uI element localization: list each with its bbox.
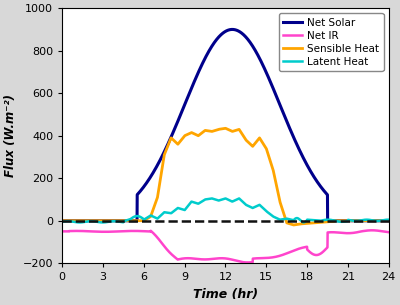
Net IR (377, 229, 382, 233)
Sensible Heat (386, 219, 391, 223)
Y-axis label: Flux (W.m⁻²): Flux (W.m⁻²) (4, 94, 17, 177)
Latent Heat (386, 218, 391, 221)
Sensible Heat (377, 219, 382, 223)
Net IR (386, 230, 391, 234)
Net Solar (230, 27, 235, 31)
Net Solar (76, 219, 81, 223)
Sensible Heat (210, 130, 215, 133)
Net Solar (377, 219, 382, 223)
X-axis label: Time (hr): Time (hr) (193, 288, 258, 301)
Latent Heat (210, 197, 215, 200)
Latent Heat (77, 221, 82, 224)
Sensible Heat (218, 127, 223, 131)
Sensible Heat (291, 223, 296, 227)
Latent Heat (377, 219, 382, 223)
Net IR (210, 257, 215, 261)
Latent Heat (219, 198, 224, 202)
Net IR (60, 230, 65, 233)
Net Solar (386, 219, 391, 223)
Net IR (218, 257, 223, 260)
Line: Latent Heat: Latent Heat (62, 199, 389, 222)
Line: Net Solar: Net Solar (62, 29, 389, 221)
Net IR (317, 253, 322, 256)
Net IR (76, 229, 81, 233)
Latent Heat (210, 197, 214, 200)
Line: Net IR: Net IR (62, 230, 389, 263)
Sensible Heat (223, 127, 228, 130)
Legend: Net Solar, Net IR, Sensible Heat, Latent Heat: Net Solar, Net IR, Sensible Heat, Latent… (279, 13, 384, 71)
Sensible Heat (76, 219, 81, 223)
Latent Heat (60, 220, 65, 224)
Net IR (245, 261, 250, 264)
Net Solar (210, 44, 215, 47)
Latent Heat (377, 219, 382, 223)
Net Solar (377, 219, 382, 223)
Net Solar (60, 219, 65, 223)
Sensible Heat (317, 221, 322, 224)
Net Solar (218, 33, 223, 37)
Net IR (377, 229, 382, 233)
Line: Sensible Heat: Sensible Heat (62, 128, 389, 225)
Sensible Heat (60, 219, 65, 223)
Net IR (370, 228, 374, 232)
Latent Heat (317, 219, 322, 222)
Latent Heat (76, 221, 81, 224)
Net Solar (317, 183, 322, 187)
Sensible Heat (377, 219, 382, 223)
